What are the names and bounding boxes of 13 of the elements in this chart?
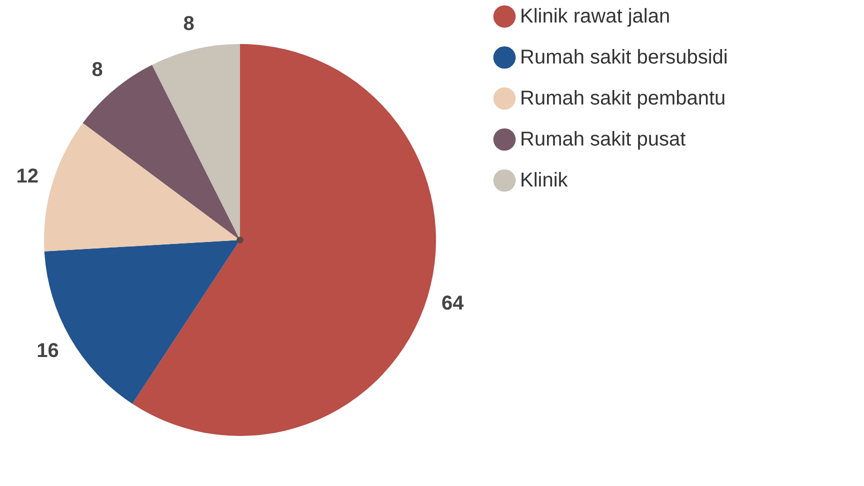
data-label: 12 <box>16 165 38 188</box>
data-label: 8 <box>92 58 103 81</box>
legend-label: Klinik rawat jalan <box>520 6 670 28</box>
data-label: 8 <box>183 12 194 35</box>
pie-slice <box>152 44 240 240</box>
pie-slice <box>44 122 240 252</box>
legend-label: Rumah sakit bersubsidi <box>520 46 728 68</box>
pie-slice <box>132 44 436 436</box>
legend-label: Rumah sakit pusat <box>520 128 686 150</box>
legend-label: Klinik <box>520 170 569 192</box>
data-label: 16 <box>36 340 59 362</box>
legend-label: Rumah sakit pembantu <box>520 88 726 110</box>
data-label: 64 <box>442 292 465 315</box>
